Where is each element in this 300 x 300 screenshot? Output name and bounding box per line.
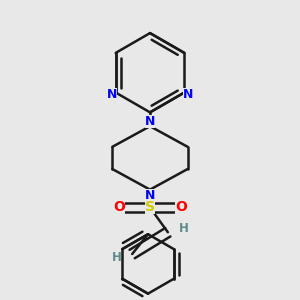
Text: N: N <box>106 88 117 101</box>
Text: O: O <box>113 200 125 214</box>
Text: N: N <box>183 88 194 101</box>
Text: H: H <box>111 251 121 265</box>
Text: N: N <box>145 189 155 202</box>
Text: S: S <box>145 200 155 214</box>
Text: N: N <box>145 115 155 128</box>
Text: O: O <box>175 200 187 214</box>
Text: H: H <box>179 222 189 235</box>
